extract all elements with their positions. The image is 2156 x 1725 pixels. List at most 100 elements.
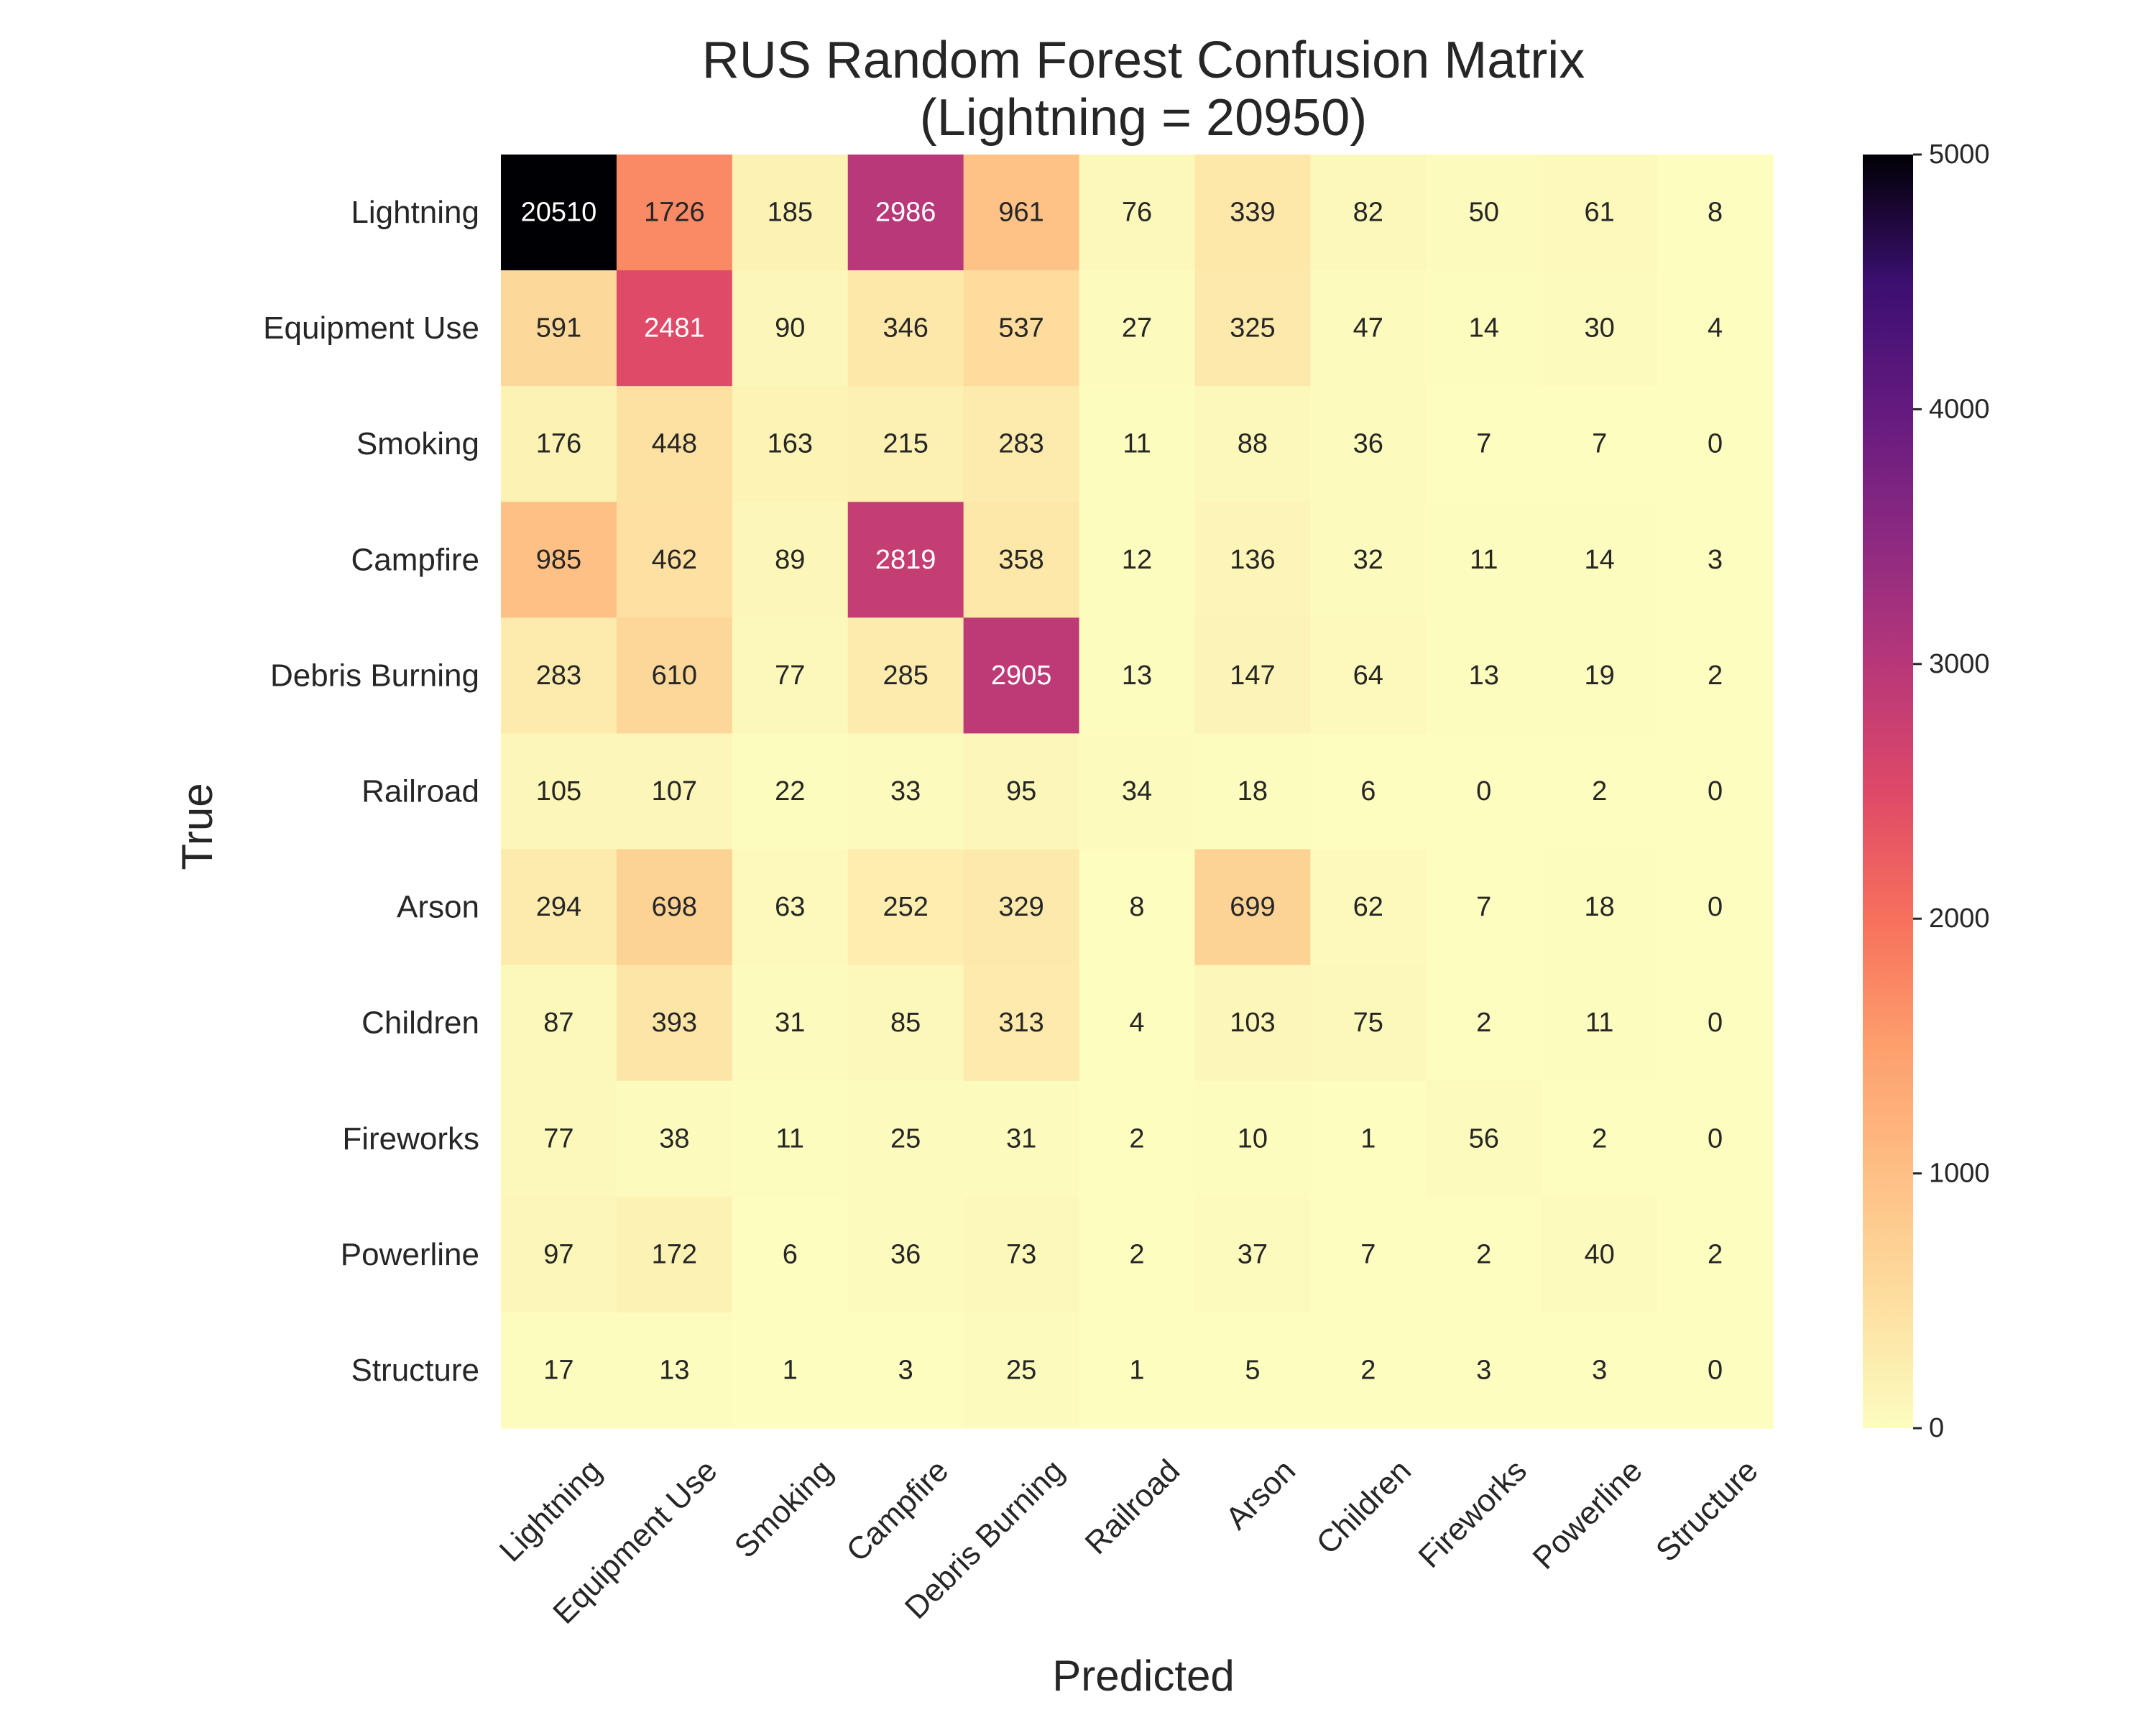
colorbar-tick-label: 2000 (1929, 903, 1990, 934)
cell-value-label: 18 (1584, 892, 1614, 922)
cell-value-label: 10 (1238, 1123, 1268, 1154)
heatmap-cell (1194, 270, 1311, 387)
heatmap-cell (1657, 1196, 1774, 1313)
y-tick-label: Structure (351, 1353, 479, 1388)
heatmap-cell (1079, 849, 1196, 966)
cell-value-label: 462 (652, 545, 697, 575)
heatmap-cell (1310, 502, 1427, 618)
cell-value-label: 7 (1592, 429, 1607, 459)
cell-value-label: 2 (1708, 661, 1723, 691)
heatmap-cell (1542, 270, 1658, 387)
heatmap-cell (963, 270, 1080, 387)
heatmap-cell (732, 155, 849, 271)
x-tick-label: Children (1309, 1453, 1418, 1561)
cell-value-label: 283 (536, 661, 581, 691)
heatmap-cell (732, 270, 849, 387)
heatmap-cell (501, 1312, 617, 1429)
cell-value-label: 0 (1708, 1008, 1723, 1038)
y-tick-label: Equipment Use (263, 310, 479, 346)
colorbar-tick-label: 0 (1929, 1413, 1944, 1443)
heatmap-cell (501, 1080, 617, 1197)
cell-value-label: 40 (1584, 1239, 1614, 1269)
cell-value-label: 17 (543, 1355, 573, 1385)
heatmap-cell (963, 849, 1080, 966)
cell-value-label: 4 (1129, 1008, 1144, 1038)
heatmap-cell (1426, 1080, 1542, 1197)
heatmap-cell (616, 849, 733, 966)
cell-value-label: 2 (1708, 1239, 1723, 1269)
colorbar-tick-label: 3000 (1929, 649, 1990, 679)
cell-value-label: 0 (1476, 776, 1491, 806)
cell-value-label: 88 (1238, 429, 1268, 459)
x-tick-label: Railroad (1079, 1453, 1187, 1561)
heatmap-cell (847, 733, 964, 850)
heatmap-cell (1426, 386, 1542, 502)
heatmap-cell (1194, 1312, 1311, 1429)
cell-value-label: 31 (775, 1008, 805, 1038)
heatmap-cell (1542, 965, 1658, 1082)
cell-value-label: 95 (1006, 776, 1036, 806)
heatmap-cell (501, 155, 617, 271)
heatmap-cell (963, 1312, 1080, 1429)
cell-value-label: 2 (1592, 1123, 1607, 1154)
cell-value-label: 358 (998, 545, 1044, 575)
cell-value-label: 985 (536, 545, 581, 575)
colorbar (1863, 155, 1913, 1428)
x-tick-label: Fireworks (1411, 1453, 1533, 1574)
heatmap-cell (1194, 849, 1311, 966)
cell-value-label: 163 (768, 429, 813, 459)
cell-value-label: 12 (1122, 545, 1152, 575)
heatmap-cell (1194, 1196, 1311, 1313)
heatmap-cell (1079, 502, 1196, 618)
heatmap-cell (616, 502, 733, 618)
y-tick-label: Arson (397, 890, 479, 925)
x-tick-label: Structure (1649, 1453, 1765, 1568)
heatmap-cell (616, 155, 733, 271)
cell-value-label: 6 (783, 1239, 798, 1269)
cell-value-label: 47 (1353, 313, 1383, 344)
cell-value-label: 22 (775, 776, 805, 806)
cell-value-label: 448 (652, 429, 697, 459)
cell-value-label: 4 (1708, 313, 1723, 344)
colorbar-tick-label: 5000 (1929, 139, 1990, 170)
cell-value-label: 0 (1708, 429, 1723, 459)
cell-value-label: 13 (659, 1355, 689, 1385)
cell-value-label: 2 (1129, 1123, 1144, 1154)
cell-value-label: 537 (998, 313, 1044, 344)
cell-value-label: 13 (1122, 661, 1152, 691)
cell-value-label: 8 (1129, 892, 1144, 922)
cell-value-label: 1726 (644, 198, 705, 228)
heatmap-cell (1079, 733, 1196, 850)
cell-value-label: 339 (1230, 198, 1275, 228)
heatmap-cell (1079, 1196, 1196, 1313)
chart-title-line-1: RUS Random Forest Confusion Matrix (702, 32, 1585, 89)
cell-value-label: 89 (775, 545, 805, 575)
heatmap-cell (963, 155, 1080, 271)
cell-value-label: 62 (1353, 892, 1383, 922)
cell-value-label: 107 (652, 776, 697, 806)
cell-value-label: 27 (1122, 313, 1152, 344)
cell-value-label: 56 (1469, 1123, 1499, 1154)
cell-value-label: 7 (1360, 1239, 1376, 1269)
heatmap-cell (1542, 617, 1658, 735)
heatmap-cell (1426, 1312, 1542, 1429)
heatmap-cell (732, 1080, 849, 1197)
y-tick-label: Powerline (341, 1237, 479, 1272)
heatmap-cell (1657, 270, 1774, 387)
cell-value-label: 136 (1230, 545, 1275, 575)
y-tick-label: Railroad (361, 774, 479, 809)
heatmap-cell (1079, 1080, 1196, 1197)
cell-value-label: 37 (1238, 1239, 1268, 1269)
heatmap-cell (732, 965, 849, 1082)
heatmap-cell (1426, 155, 1542, 271)
heatmap-cell (1079, 965, 1196, 1082)
heatmap-cell (1426, 617, 1542, 735)
cell-value-label: 105 (536, 776, 581, 806)
heatmap-cell (616, 617, 733, 735)
heatmap-cell (616, 733, 733, 850)
cell-value-label: 11 (1123, 429, 1151, 459)
heatmap-cells (501, 155, 1774, 1429)
heatmap-cell (1194, 502, 1311, 618)
cell-value-label: 76 (1122, 198, 1152, 228)
cell-value-label: 0 (1708, 776, 1723, 806)
